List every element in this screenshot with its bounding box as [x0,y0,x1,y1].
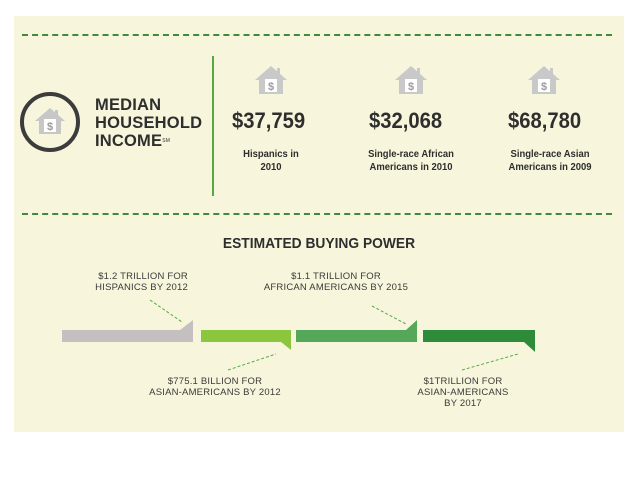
svg-text:$: $ [268,81,274,93]
vertical-divider [212,56,214,196]
leader-line [149,299,183,323]
stat-amount: $37,759 [232,108,306,133]
leader-line [461,353,519,371]
note-line: $1TRILLION FOR [423,376,503,387]
svg-text:$: $ [541,81,547,93]
title-line-text: INCOME [95,132,163,150]
buying-power-note: $1.2 TRILLION FOR HISPANICS BY 2012 [70,271,188,293]
house-dollar-icon: $ [528,66,560,94]
stat-description: Hispanics in 2010 [236,148,306,174]
note-line: ASIAN-AMERICANS BY 2012 [149,387,281,398]
stat-amount: $32,068 [369,108,443,133]
svg-text:$: $ [47,121,53,133]
house-dollar-icon: $ [255,66,287,94]
infographic-panel [14,16,624,432]
median-income-title: MEDIAN HOUSEHOLD INCOMESM [95,96,202,150]
stat-desc-line: Single-race African [368,148,454,160]
stat-description: Single-race Asian Americans in 2009 [494,148,606,174]
note-line: $775.1 BILLION FOR [167,376,263,387]
house-dollar-icon: $ [35,108,65,134]
title-line: HOUSEHOLD [95,114,203,132]
trademark: SM [162,138,171,144]
note-line: $1.1 TRILLION FOR [291,271,381,282]
title-line: INCOMESM [95,132,202,150]
top-dashed-divider [22,34,612,36]
stat-desc-line: Single-race Asian [510,148,590,160]
buying-power-bar [296,320,417,342]
title-line: MEDIAN [95,96,162,114]
house-dollar-icon: $ [395,66,427,94]
note-line: ASIAN-AMERICANS [417,387,509,398]
stat-amount: $68,780 [508,108,582,133]
stat-desc-line: Hispanics in [243,148,299,160]
note-line: BY 2017 [444,398,482,409]
buying-power-note: $775.1 BILLION FOR ASIAN-AMERICANS BY 20… [140,376,290,398]
stat-description: Single-race African Americans in 2010 [354,148,467,174]
buying-power-bar [423,330,535,352]
leader-line [371,305,407,325]
buying-power-note: $1TRILLION FOR ASIAN-AMERICANS BY 2017 [408,376,518,409]
svg-text:$: $ [408,81,414,93]
income-circle: $ [20,92,80,152]
stat-desc-line: Americans in 2010 [369,161,453,173]
note-line: $1.2 TRILLION FOR [98,271,188,282]
buying-power-title: ESTIMATED BUYING POWER [222,235,416,252]
stat-desc-line: Americans in 2009 [508,161,592,173]
buying-power-bar [62,320,193,342]
middle-dashed-divider [22,213,612,215]
note-line: HISPANICS BY 2012 [95,282,188,293]
note-line: AFRICAN AMERICANS BY 2015 [263,282,409,293]
buying-power-bar [201,330,291,350]
stat-desc-line: 2010 [260,161,282,173]
buying-power-note: $1.1 TRILLION FOR AFRICAN AMERICANS BY 2… [256,271,416,293]
leader-line [227,353,277,371]
